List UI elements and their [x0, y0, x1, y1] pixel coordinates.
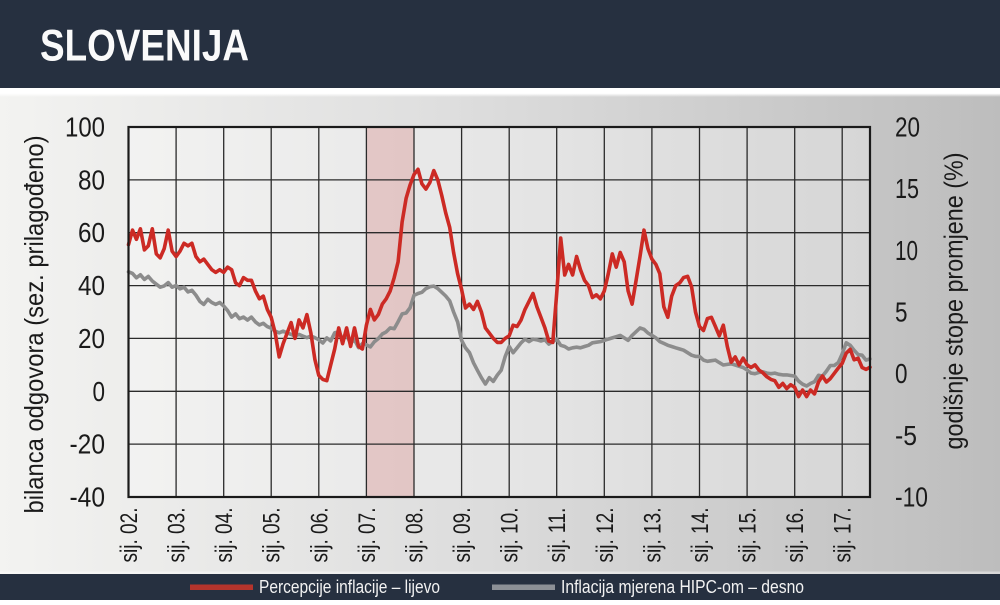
svg-text:sij. 08.: sij. 08. [402, 508, 429, 563]
svg-text:-10: -10 [895, 482, 928, 513]
svg-text:sij. 10.: sij. 10. [497, 508, 524, 563]
svg-text:0: 0 [93, 376, 106, 407]
svg-text:sij. 06.: sij. 06. [306, 508, 333, 563]
svg-text:-40: -40 [70, 482, 106, 513]
svg-text:-5: -5 [895, 420, 917, 451]
svg-text:sij. 16.: sij. 16. [782, 508, 809, 563]
svg-text:5: 5 [895, 297, 908, 328]
svg-text:Percepcije inflacije – lijevo: Percepcije inflacije – lijevo [259, 577, 440, 597]
svg-text:sij. 13.: sij. 13. [639, 508, 666, 563]
svg-text:20: 20 [895, 112, 920, 143]
svg-text:sij. 14.: sij. 14. [687, 508, 714, 563]
svg-text:bilanca odgovora (sez. prilago: bilanca odgovora (sez. prilagođeno) [19, 136, 49, 514]
svg-text:sij. 05.: sij. 05. [259, 508, 286, 563]
svg-text:15: 15 [895, 173, 919, 204]
svg-text:sij. 15.: sij. 15. [735, 508, 762, 563]
svg-text:sij. 04.: sij. 04. [211, 508, 238, 563]
svg-text:sij. 03.: sij. 03. [164, 508, 191, 563]
svg-text:100: 100 [65, 112, 105, 143]
svg-text:sij. 11.: sij. 11. [544, 508, 571, 563]
svg-text:10: 10 [895, 235, 918, 266]
svg-text:Inflacija mjerena HIPC-om – de: Inflacija mjerena HIPC-om – desno [561, 577, 804, 597]
svg-text:40: 40 [78, 270, 105, 301]
svg-text:20: 20 [78, 323, 105, 354]
svg-text:sij. 07.: sij. 07. [354, 508, 381, 563]
svg-text:sij. 17.: sij. 17. [830, 508, 857, 563]
svg-text:SLOVENIJA: SLOVENIJA [40, 22, 249, 71]
svg-text:0: 0 [895, 358, 908, 389]
svg-text:60: 60 [78, 217, 105, 248]
svg-text:80: 80 [78, 164, 105, 195]
svg-text:sij. 12.: sij. 12. [592, 508, 619, 563]
svg-text:sij. 09.: sij. 09. [449, 508, 476, 563]
svg-text:sij. 02.: sij. 02. [116, 508, 143, 563]
svg-text:-20: -20 [70, 429, 106, 460]
svg-text:godišnje stope promjene (%): godišnje stope promjene (%) [939, 153, 969, 450]
